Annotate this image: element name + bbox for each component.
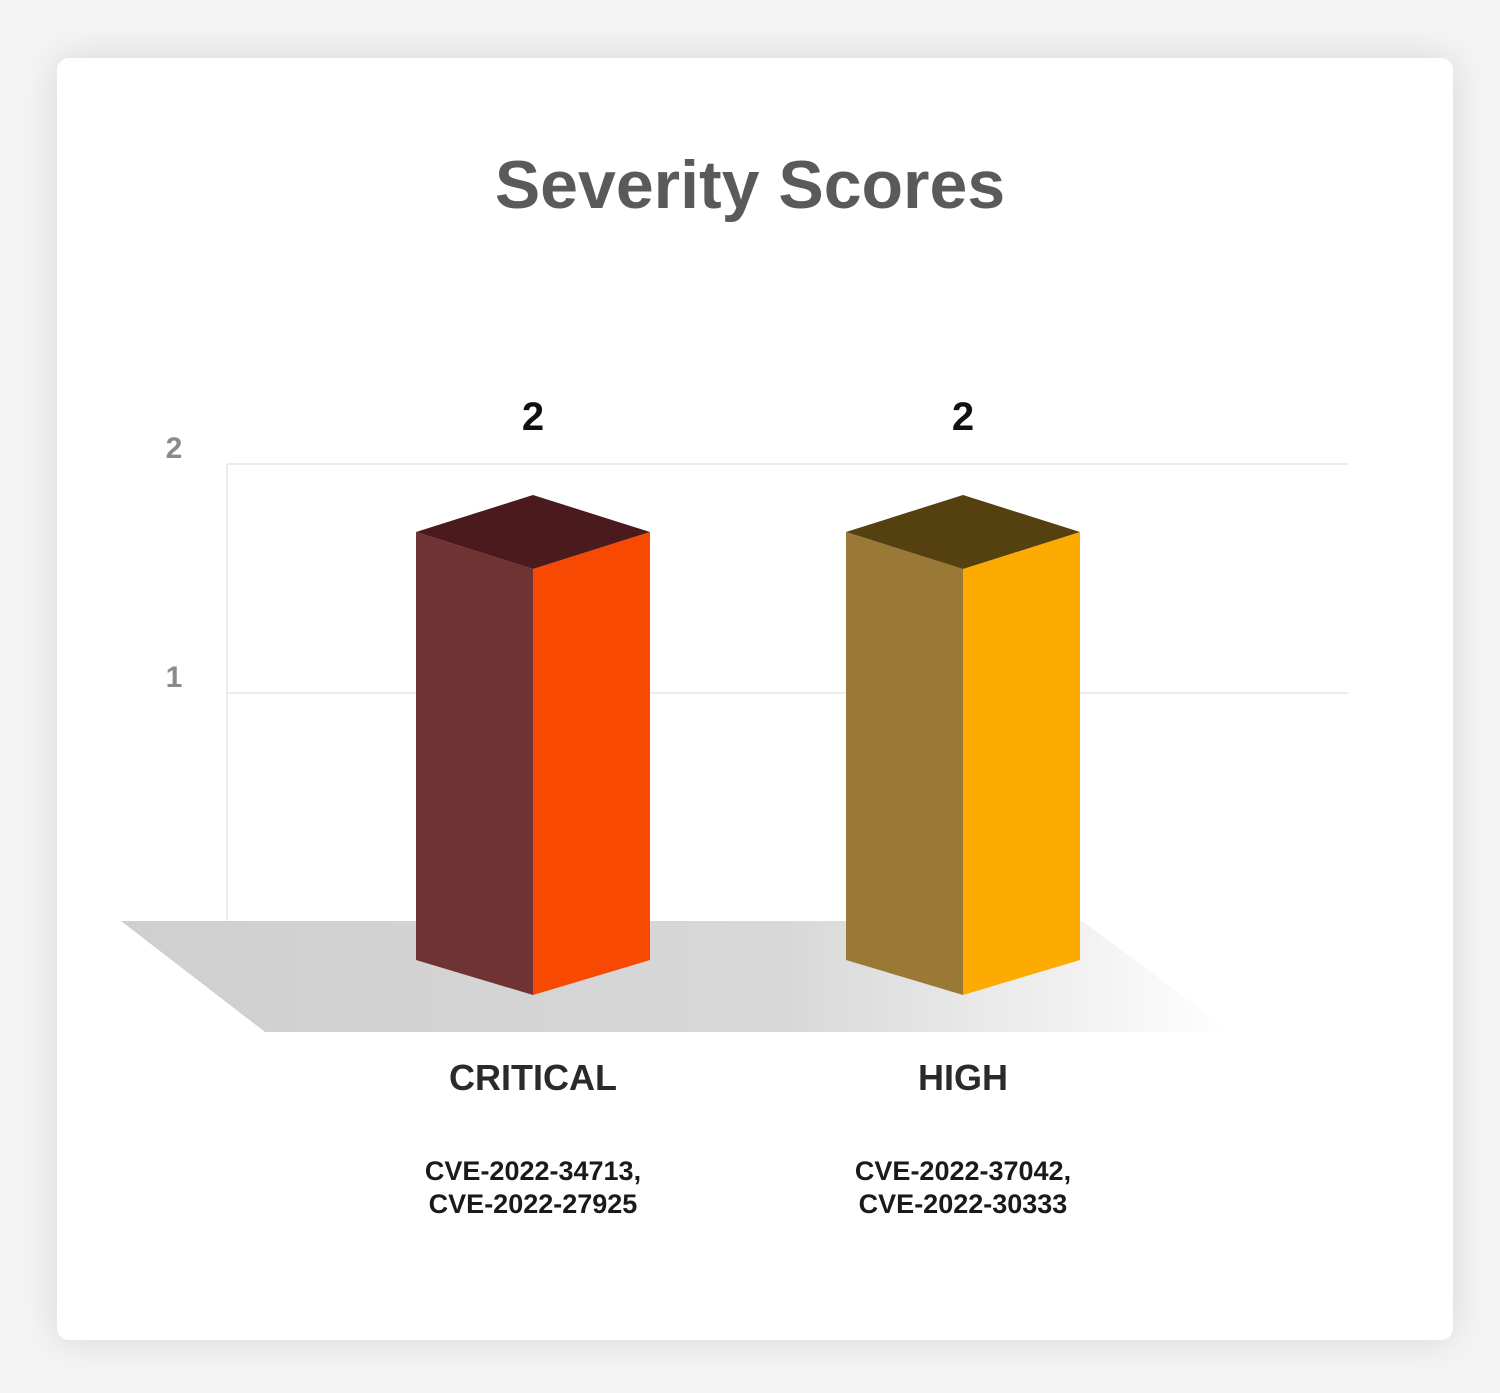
y-tick-label-2: 2: [166, 432, 183, 465]
chart-card: [57, 58, 1453, 1340]
bar-critical-front-face: [533, 532, 650, 995]
value-label-critical: 2: [522, 395, 544, 439]
cve-label-high-1: CVE-2022-37042,: [855, 1156, 1071, 1186]
y-tick-label-1: 1: [166, 661, 183, 694]
cve-label-high-2: CVE-2022-30333: [859, 1189, 1068, 1219]
category-label-critical: CRITICAL: [449, 1057, 617, 1098]
bar-critical: [416, 495, 650, 995]
cve-label-critical-2: CVE-2022-27925: [429, 1189, 638, 1219]
bar-high-side-face: [846, 532, 963, 995]
bar-high-top-face: [846, 495, 1080, 569]
bar-high: [846, 495, 1080, 995]
chart-title: Severity Scores: [494, 147, 1006, 223]
value-label-high: 2: [952, 395, 974, 439]
category-label-high: HIGH: [918, 1057, 1008, 1098]
bar-high-front-face: [963, 532, 1080, 995]
cve-label-critical-1: CVE-2022-34713,: [425, 1156, 641, 1186]
bar-critical-side-face: [416, 532, 533, 995]
bar-critical-top-face: [416, 495, 650, 569]
